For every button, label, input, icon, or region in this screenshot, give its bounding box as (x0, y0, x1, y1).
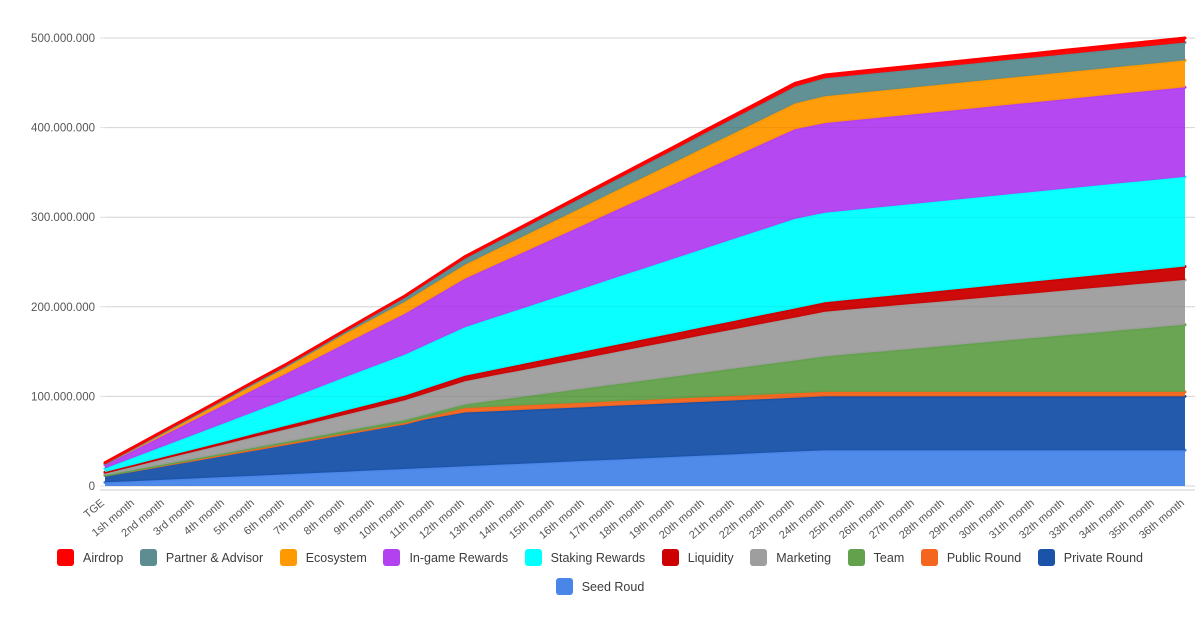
legend-swatch-team (847, 549, 865, 566)
y-tick-label: 500.000.000 (31, 33, 95, 45)
legend-swatch-partner-advisor (139, 549, 157, 566)
legend-swatch-seed-roud (555, 578, 573, 595)
legend-label: Seed Roud (581, 579, 645, 594)
legend-item-public-round: Public Round (920, 549, 1022, 566)
area-staking-rewards (105, 176, 1185, 473)
line-airdrop (103, 36, 1187, 465)
area-team (105, 324, 1185, 476)
legend-label: In-game Rewards (409, 550, 509, 565)
legend-item-team: Team (847, 549, 905, 566)
legend-label: Public Round (946, 550, 1022, 565)
legend-label: Airdrop (83, 550, 124, 565)
legend-label: Ecosystem (305, 550, 367, 565)
legend-label: Team (873, 550, 905, 565)
area-liquidity (105, 266, 1185, 474)
legend-swatch-public-round (920, 549, 938, 566)
chart-legend-row-1: Airdrop Partner & Advisor Ecosystem In-game… (0, 549, 1200, 566)
legend-label: Staking Rewards (550, 550, 646, 565)
x-tick-label: TGE (82, 497, 107, 521)
legend-swatch-staking-rewards (524, 549, 542, 566)
area-private-round (105, 396, 1185, 483)
legend-label: Private Round (1063, 550, 1143, 565)
y-tick-label: 0 (89, 481, 95, 493)
y-tick-label: 400.000.000 (31, 123, 95, 135)
y-tick-label: 100.000.000 (31, 391, 95, 403)
legend-item-partner-advisor: Partner & Advisor (139, 549, 264, 566)
area-in-game-rewards (105, 87, 1185, 469)
area-marketing (105, 279, 1185, 476)
y-tick-label: 200.000.000 (31, 302, 95, 314)
legend-item-private-round: Private Round (1037, 549, 1143, 566)
legend-swatch-ecosystem (279, 549, 297, 566)
legend-item-staking-rewards: Staking Rewards (524, 549, 646, 566)
legend-label: Liquidity (687, 550, 734, 565)
y-tick-label: 300.000.000 (31, 212, 95, 224)
chart-plot-area: 0 100.000.000 200.000.000 300.000.000 400.00… (31, 33, 1195, 542)
legend-item-in-game-rewards: In-game Rewards (383, 549, 508, 566)
legend-item-seed-roud: Seed Roud (555, 578, 645, 595)
legend-item-marketing: Marketing (750, 549, 831, 566)
legend-swatch-marketing (750, 549, 768, 566)
legend-item-liquidity: Liquidity (661, 549, 734, 566)
legend-item-ecosystem: Ecosystem (279, 549, 367, 566)
chart-legend-row-2: Seed Roud (0, 578, 1200, 595)
legend-swatch-private-round (1037, 549, 1055, 566)
legend-label: Marketing (776, 550, 832, 565)
legend-swatch-airdrop (57, 549, 74, 566)
legend-swatch-in-game-rewards (383, 549, 401, 566)
area-seed-roud (105, 450, 1185, 486)
legend-item-airdrop: Airdrop (57, 549, 123, 566)
legend-label: Partner & Advisor (165, 550, 264, 565)
legend-swatch-liquidity (661, 549, 679, 566)
